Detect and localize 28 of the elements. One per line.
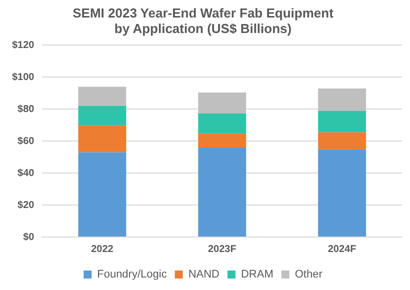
- y-tick-label: $80: [18, 104, 35, 115]
- bar: [318, 149, 366, 236]
- y-tick-label: $20: [18, 200, 35, 211]
- y-tick-label: $0: [23, 232, 35, 243]
- x-tick-label: 2023F: [208, 244, 236, 255]
- legend-label: DRAM: [240, 268, 274, 281]
- bar: [318, 110, 366, 132]
- y-tick-label: $120: [12, 40, 35, 51]
- y-tick-label: $100: [12, 72, 35, 83]
- y-tick-label: $40: [18, 168, 35, 179]
- legend-label: Foundry/Logic: [97, 268, 168, 281]
- y-tick-label: $60: [18, 136, 35, 147]
- bar: [198, 147, 246, 236]
- bar: [318, 132, 366, 150]
- bar: [198, 113, 246, 134]
- bar: [198, 92, 246, 114]
- x-tick-label: 2024F: [328, 244, 356, 255]
- x-tick-label: 2022: [91, 244, 114, 255]
- legend-label: Other: [294, 268, 323, 281]
- bar: [198, 134, 246, 148]
- bar: [78, 125, 126, 152]
- bar: [318, 88, 366, 111]
- bar: [78, 152, 126, 236]
- bar: [78, 106, 126, 126]
- bar: [78, 86, 126, 106]
- text: by Application (US$ Billions): [114, 20, 292, 36]
- text: SEMI 2023 Year-End Wafer Fab Equipment: [72, 5, 334, 20]
- legend-label: NAND: [188, 268, 220, 281]
